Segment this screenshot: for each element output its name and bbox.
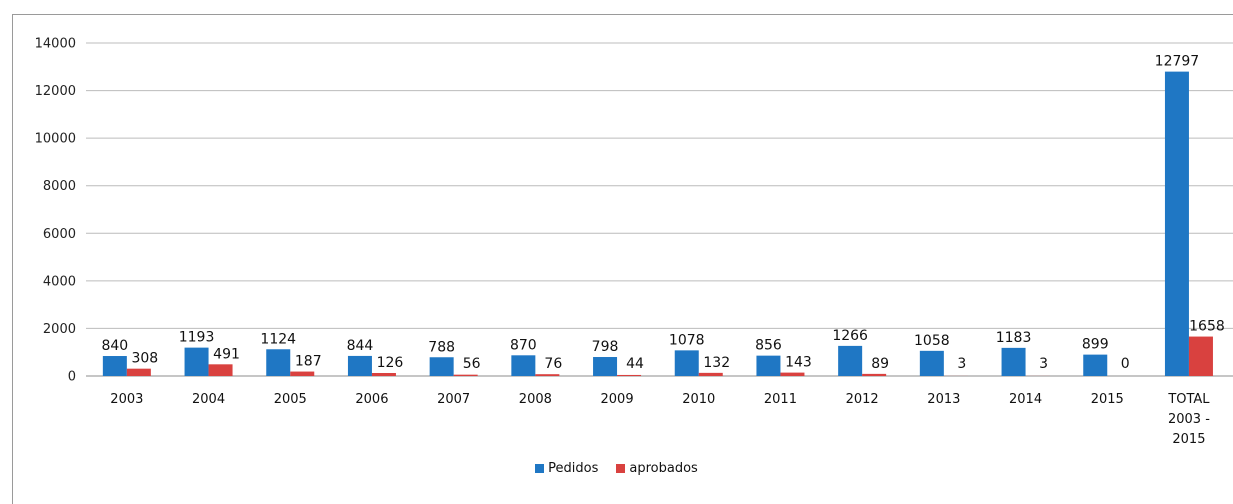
- bar-pedidos-9: [838, 346, 862, 376]
- y-tick-label: 6000: [43, 227, 76, 242]
- y-tick-label: 8000: [43, 179, 76, 194]
- bar-aprobados-9: [862, 374, 886, 376]
- data-label-pedidos-10: 1058: [914, 333, 950, 349]
- legend-swatch-aprobados: [616, 464, 625, 473]
- data-label-pedidos-0: 840: [101, 338, 128, 354]
- data-label-aprobados-2: 187: [295, 354, 322, 370]
- legend-swatch-pedidos: [535, 464, 544, 473]
- data-label-aprobados-7: 132: [703, 355, 730, 371]
- x-tick-label: 2007: [437, 392, 470, 407]
- bar-aprobados-13: [1189, 337, 1213, 376]
- data-label-pedidos-3: 844: [347, 338, 374, 354]
- data-label-aprobados-8: 143: [785, 355, 812, 371]
- x-tick-label: 2003 -: [1168, 412, 1210, 427]
- bar-pedidos-5: [511, 355, 535, 376]
- bar-pedidos-6: [593, 357, 617, 376]
- y-axis: 0 2000 4000 6000 8000 10000 12000 14000: [35, 37, 76, 385]
- data-label-pedidos-2: 1124: [260, 331, 296, 347]
- x-tick-label: 2003: [110, 392, 143, 407]
- data-label-aprobados-6: 44: [626, 356, 644, 372]
- x-tick-label: 2006: [355, 392, 388, 407]
- x-tick-label: 2008: [519, 392, 552, 407]
- y-tick-label: 12000: [35, 84, 76, 99]
- legend-item-pedidos: Pedidos: [535, 461, 598, 476]
- data-label-aprobados-13: 1658: [1189, 319, 1225, 335]
- data-label-pedidos-4: 788: [428, 339, 455, 355]
- data-label-aprobados-0: 308: [131, 351, 158, 367]
- bar-aprobados-4: [454, 375, 478, 376]
- bar-pedidos-7: [675, 350, 699, 376]
- x-tick-label: 2005: [274, 392, 307, 407]
- y-tick-label: 0: [68, 370, 76, 385]
- bar-aprobados-3: [372, 373, 396, 376]
- y-tick-label: 14000: [35, 37, 76, 52]
- legend: Pedidos aprobados: [0, 461, 1233, 476]
- x-tick-label: 2013: [927, 392, 960, 407]
- data-label-pedidos-8: 856: [755, 338, 782, 354]
- data-label-pedidos-9: 1266: [832, 328, 868, 344]
- bar-pedidos-10: [920, 351, 944, 376]
- bar-aprobados-6: [617, 375, 641, 376]
- data-label-aprobados-11: 3: [1039, 356, 1048, 372]
- bar-pedidos-12: [1083, 355, 1107, 376]
- x-tick-label: 2010: [682, 392, 715, 407]
- x-tick-label: 2012: [846, 392, 879, 407]
- bar-aprobados-8: [780, 373, 804, 376]
- data-label-pedidos-6: 798: [592, 339, 619, 355]
- data-label-pedidos-13: 12797: [1155, 54, 1200, 70]
- y-tick-label: 2000: [43, 322, 76, 337]
- x-tick-label: 2015: [1172, 432, 1205, 447]
- bar-aprobados-5: [535, 374, 559, 376]
- data-label-aprobados-3: 126: [377, 355, 404, 371]
- bar-pedidos-4: [430, 357, 454, 376]
- y-tick-label: 4000: [43, 274, 76, 289]
- x-tick-label: 2004: [192, 392, 225, 407]
- x-tick-label: 2011: [764, 392, 797, 407]
- data-label-aprobados-9: 89: [871, 356, 889, 372]
- x-tick-label: 2014: [1009, 392, 1042, 407]
- data-label-pedidos-1: 1193: [179, 330, 215, 346]
- bar-pedidos-1: [185, 348, 209, 376]
- bar-aprobados-0: [127, 369, 151, 376]
- legend-label-aprobados: aprobados: [629, 461, 697, 476]
- data-label-pedidos-11: 1183: [996, 330, 1032, 346]
- bar-pedidos-2: [266, 349, 290, 376]
- x-tick-label: 2015: [1091, 392, 1124, 407]
- data-label-pedidos-12: 899: [1082, 337, 1109, 353]
- data-label-aprobados-4: 56: [463, 356, 481, 372]
- bar-aprobados-1: [209, 364, 233, 376]
- data-label-aprobados-10: 3: [957, 356, 966, 372]
- bar-aprobados-2: [290, 372, 314, 376]
- bar-aprobados-7: [699, 373, 723, 376]
- data-label-aprobados-12: 0: [1121, 356, 1130, 372]
- x-axis: 2003 2004 2005 2006 2007 2008 2009 2010 2011 2012…: [110, 392, 1210, 447]
- gridlines: [86, 43, 1233, 376]
- data-label-pedidos-7: 1078: [669, 332, 705, 348]
- bar-pedidos-3: [348, 356, 372, 376]
- data-label-pedidos-5: 870: [510, 337, 537, 353]
- legend-item-aprobados: aprobados: [616, 461, 697, 476]
- bar-pedidos-8: [756, 356, 780, 376]
- data-label-aprobados-1: 491: [213, 346, 240, 362]
- x-tick-label: TOTAL: [1167, 392, 1210, 407]
- bar-pedidos-13: [1165, 72, 1189, 376]
- y-tick-label: 10000: [35, 132, 76, 147]
- x-tick-label: 2009: [601, 392, 634, 407]
- legend-label-pedidos: Pedidos: [548, 461, 598, 476]
- data-label-aprobados-5: 76: [544, 356, 562, 372]
- bar-pedidos-11: [1002, 348, 1026, 376]
- bar-pedidos-0: [103, 356, 127, 376]
